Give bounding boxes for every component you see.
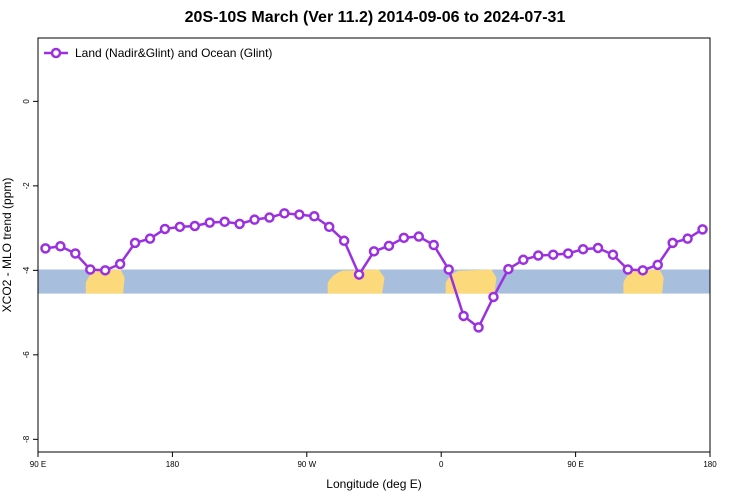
data-point (55, 241, 66, 252)
data-point (533, 250, 544, 261)
x-tick-label: 0 (439, 460, 444, 469)
data-point (249, 214, 260, 225)
x-tick-label: 180 (166, 460, 180, 469)
data-point (443, 264, 454, 275)
data-point (652, 259, 663, 271)
data-point (234, 218, 245, 230)
data-point (70, 248, 81, 259)
data-point (413, 231, 425, 242)
legend-point-marker (50, 47, 62, 59)
y-tick-label: -2 (22, 182, 31, 190)
y-tick-label: -6 (22, 351, 31, 359)
data-point (294, 209, 305, 220)
data-point (85, 264, 96, 275)
data-point (503, 263, 514, 275)
data-point (622, 264, 634, 275)
x-tick-label: 90 E (30, 460, 46, 469)
data-point (129, 237, 141, 249)
data-point (667, 237, 678, 249)
data-point (607, 249, 619, 260)
land-region-south-america (327, 269, 385, 294)
data-point (323, 221, 335, 233)
data-point (279, 208, 290, 219)
legend: Land (Nadir&Glint) and Ocean (Glint) (44, 46, 272, 60)
legend-label: Land (Nadir&Glint) and Ocean (Glint) (75, 46, 272, 60)
y-axis-ticks: 0 -2 -4 -6 -8 (22, 99, 38, 443)
data-point (99, 265, 111, 276)
data-point (637, 265, 649, 276)
data-point (473, 322, 484, 333)
data-point (174, 221, 186, 233)
data-point (398, 232, 410, 244)
data-point (159, 223, 171, 235)
data-point (189, 220, 201, 232)
data-point (368, 246, 380, 257)
data-point (592, 242, 604, 254)
data-point (353, 269, 365, 280)
x-tick-label: 90 E (567, 460, 583, 469)
data-point (547, 249, 559, 260)
data-point (428, 239, 439, 251)
data-point (40, 243, 51, 254)
data-point (219, 216, 230, 228)
data-point (144, 233, 156, 244)
land-region-australia (623, 269, 664, 294)
x-tick-label: 180 (703, 460, 717, 469)
land-region-australia (85, 269, 125, 294)
x-tick-label: 90 W (297, 460, 316, 469)
data-point (114, 258, 126, 270)
x-axis-ticks: 90 E 180 90 W 0 90 E 180 (30, 452, 717, 469)
land-region-africa (445, 269, 497, 294)
plot-frame (37, 37, 711, 453)
chart-title: 20S-10S March (Ver 11.2) 2014-09-06 to 2… (184, 9, 566, 26)
data-point (458, 310, 469, 322)
data-point (264, 212, 275, 223)
series-layer (40, 208, 708, 333)
data-point (488, 291, 499, 303)
y-tick-label: -8 (22, 435, 31, 443)
surface-type-band (38, 269, 710, 294)
data-point (682, 233, 693, 244)
data-point (309, 211, 320, 222)
data-point (697, 224, 708, 235)
y-axis-label: XCO2 - MLO trend (ppm) (0, 178, 14, 313)
data-point (338, 235, 350, 247)
data-point (518, 254, 529, 266)
data-point (383, 240, 395, 252)
data-point (577, 243, 589, 255)
y-tick-label: 0 (22, 99, 31, 104)
data-point (204, 217, 215, 228)
y-tick-label: -4 (22, 266, 31, 274)
x-axis-label: Longitude (deg E) (326, 477, 421, 491)
data-point (562, 248, 574, 259)
